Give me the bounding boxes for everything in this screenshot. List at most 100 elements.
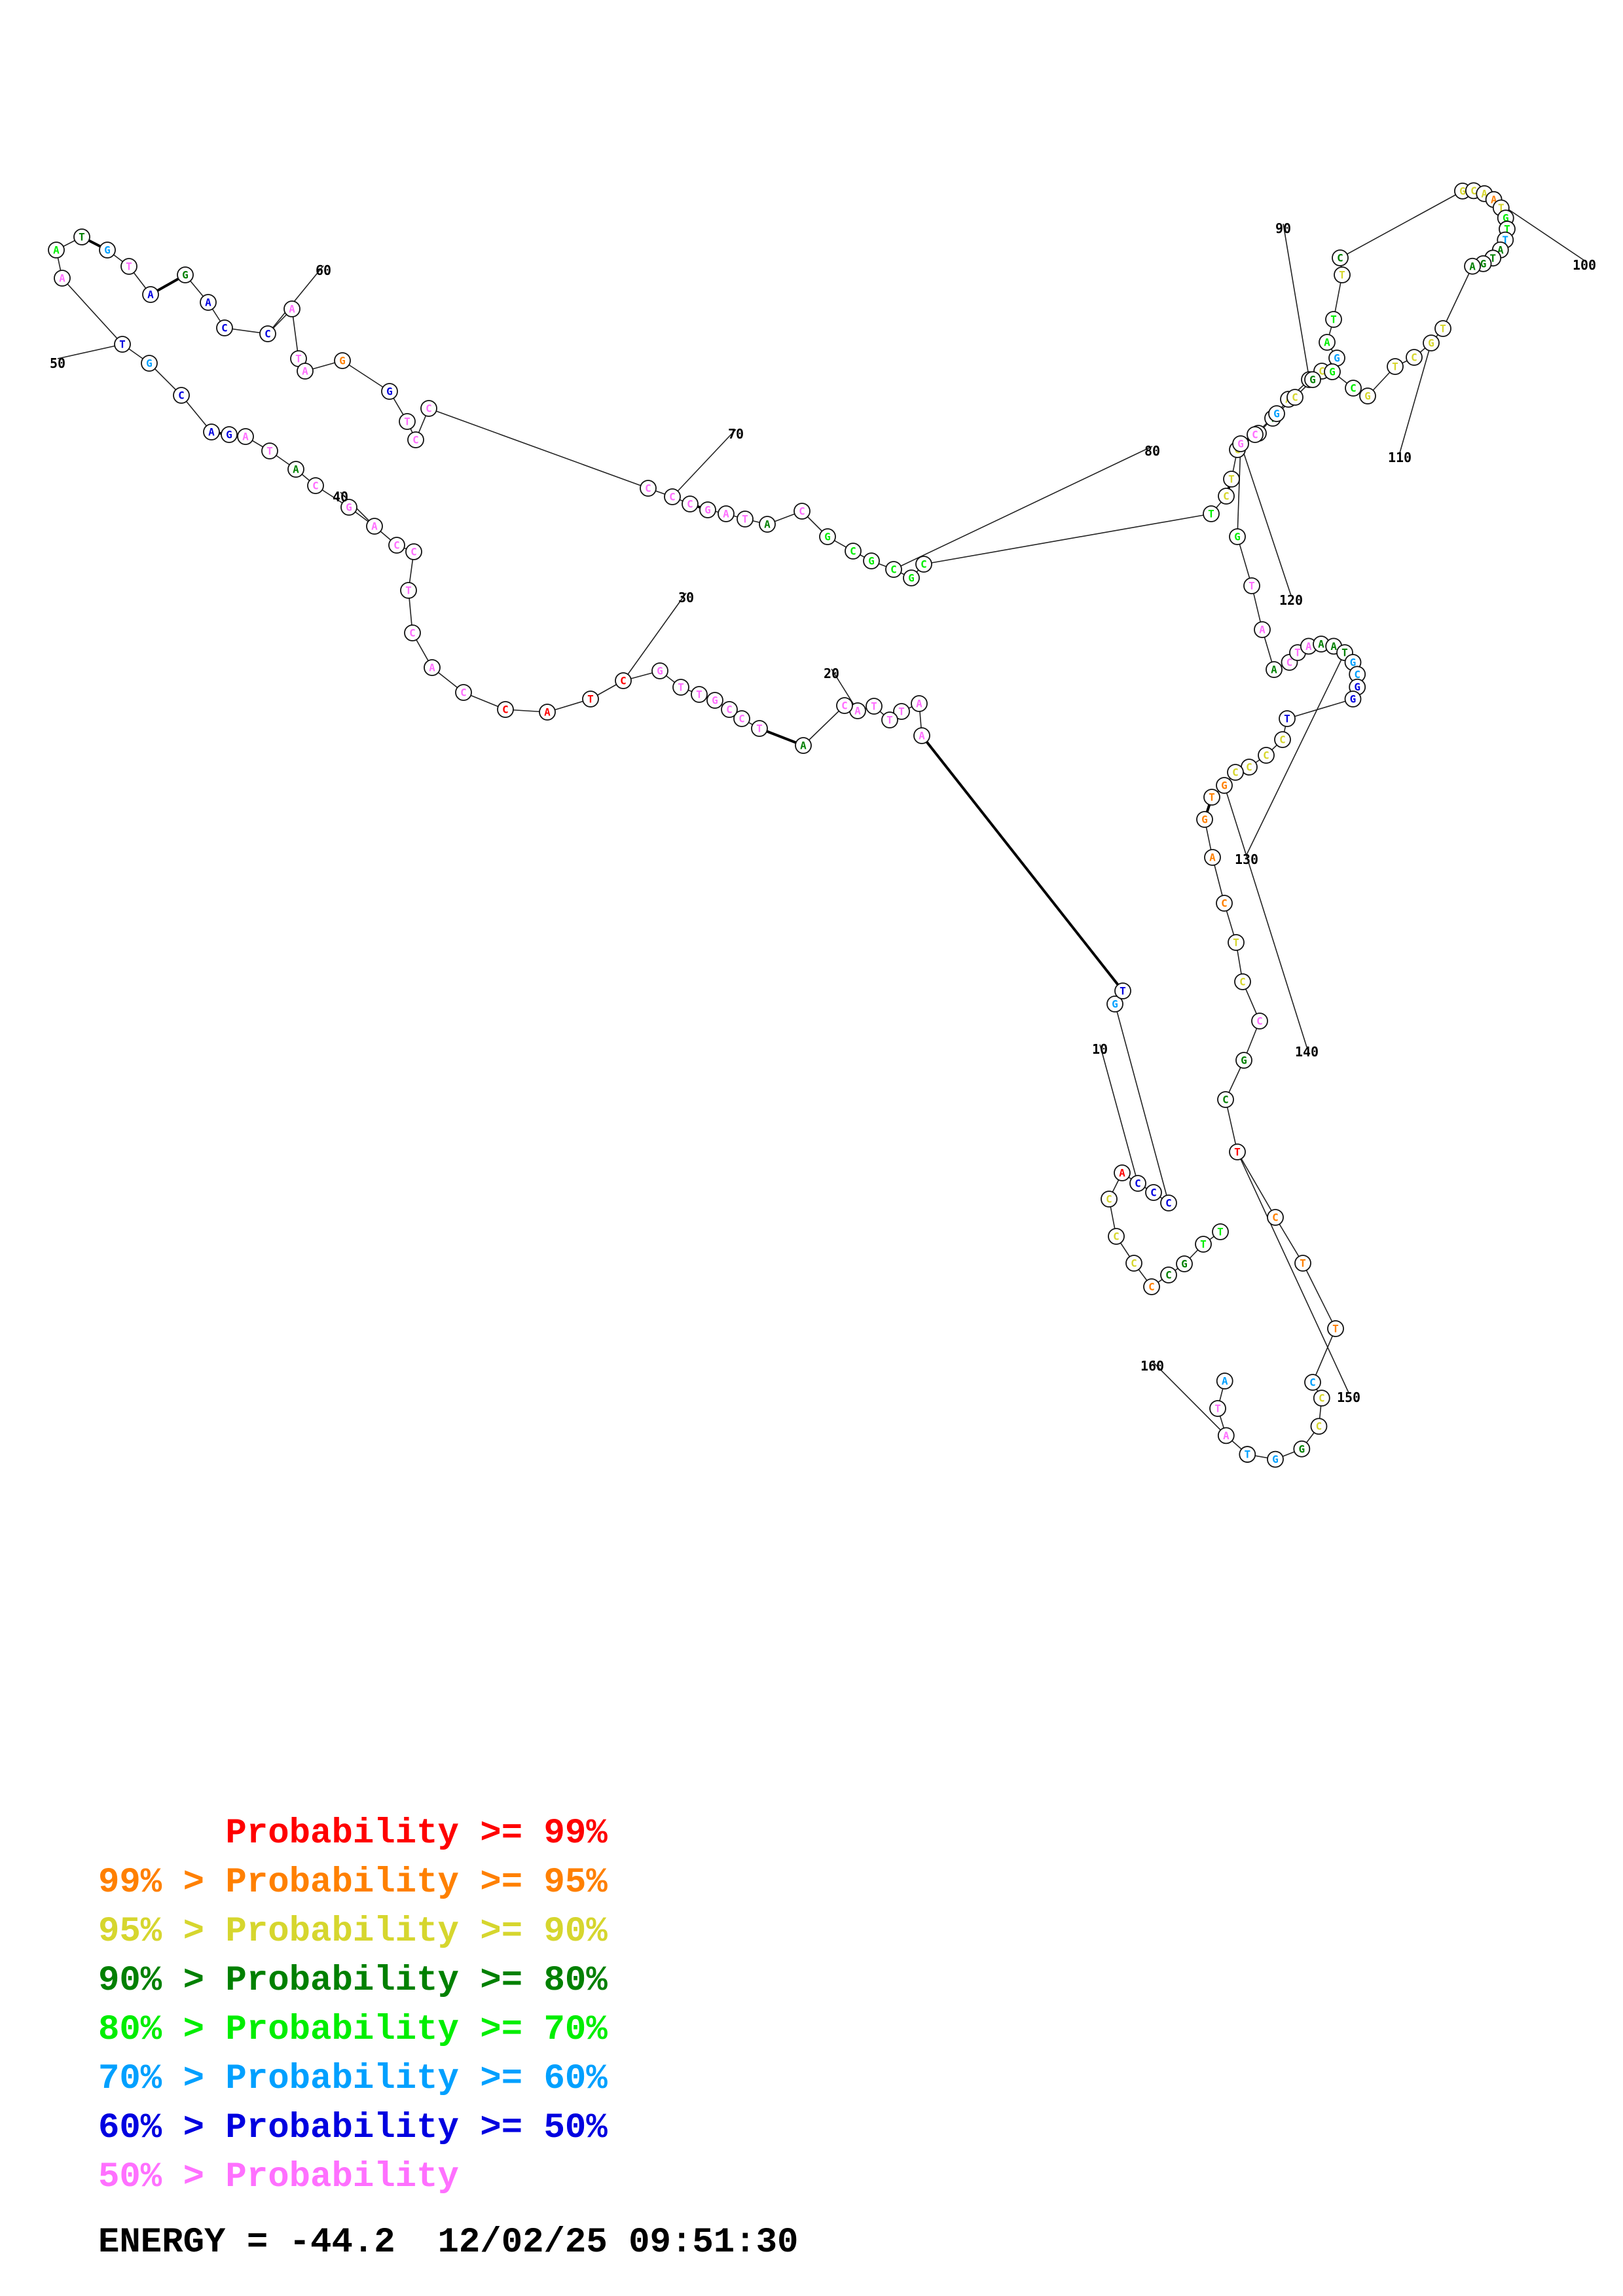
nucleotide-circle: [1218, 488, 1235, 505]
nucleotide-circle: [1251, 1013, 1268, 1030]
nucleotide-letter: C: [412, 434, 419, 446]
nucleotide-letter: T: [1208, 508, 1214, 520]
nucleotide: C: [1274, 731, 1291, 748]
nucleotide-letter: G: [1503, 212, 1509, 224]
nucleotide: T: [737, 511, 754, 528]
position-label: 30: [678, 590, 694, 605]
position-tick: [1152, 1361, 1227, 1436]
nucleotide-letter: T: [404, 416, 410, 428]
position-label: 50: [50, 355, 65, 371]
nucleotide-circle: [1387, 358, 1404, 375]
nucleotide: C: [1234, 973, 1251, 990]
nucleotide-letter: T: [886, 714, 893, 726]
nucleotide-circle: [1327, 1320, 1344, 1337]
nucleotide: G: [334, 352, 351, 369]
nucleotide-letter: C: [1319, 1392, 1325, 1405]
nucleotide: C: [1143, 1278, 1160, 1295]
nucleotide-letter: C: [1246, 761, 1252, 774]
nucleotide: C: [1406, 349, 1423, 366]
nucleotide-circle: [640, 480, 657, 497]
nucleotide-letter: C: [687, 498, 693, 511]
nucleotide: A: [237, 428, 254, 445]
nucleotide-circle: [1304, 1374, 1321, 1391]
nucleotide-circle: [455, 684, 472, 701]
nucleotide-letter: T: [1228, 473, 1235, 486]
nucleotide-letter: A: [242, 431, 249, 443]
nucleotide: C: [1267, 1209, 1284, 1226]
nucleotide: C: [640, 480, 657, 497]
nucleotide-letter: G: [339, 355, 346, 367]
nucleotide-letter: C: [1113, 1230, 1120, 1243]
nucleotide-circle: [863, 552, 880, 569]
nucleotide-letter: A: [59, 272, 65, 285]
nucleotide-circle: [407, 431, 424, 448]
nucleotide: G: [1293, 1440, 1311, 1458]
nucleotide-letter: C: [1309, 1376, 1316, 1389]
nucleotide-circle: [615, 672, 632, 689]
nucleotide-letter: C: [921, 558, 927, 571]
nucleotide-letter: T: [678, 681, 684, 694]
nucleotide: G: [706, 692, 723, 709]
nucleotide-circle: [582, 691, 599, 708]
nucleotide-circle: [1319, 334, 1336, 351]
nucleotide-circle: [881, 711, 898, 728]
nucleotide: T: [1434, 320, 1451, 337]
nucleotide: G: [221, 426, 238, 443]
nucleotide: T: [893, 703, 910, 720]
nucleotide: C: [1108, 1228, 1125, 1245]
nucleotide: C: [1160, 1194, 1177, 1211]
nucleotide: T: [1212, 1223, 1229, 1240]
nucleotide-circle: [287, 461, 304, 478]
nucleotide-circle: [1464, 257, 1481, 275]
nucleotide-letter: C: [426, 403, 432, 415]
nucleotide-letter: C: [1319, 365, 1325, 378]
nucleotide: T: [399, 413, 416, 430]
position-tick: [1240, 443, 1292, 596]
nucleotide-letter: A: [1223, 1429, 1230, 1442]
nucleotide-circle: [793, 503, 811, 520]
nucleotide-letter: T: [1392, 361, 1398, 373]
nucleotide-letter: C: [1223, 490, 1230, 503]
nucleotide-letter: G: [657, 665, 663, 677]
nucleotide-letter: A: [1324, 336, 1330, 349]
nucleotide-circle: [1217, 1091, 1234, 1108]
nucleotide-circle: [759, 516, 776, 533]
nucleotide-circle: [1247, 426, 1264, 443]
nucleotide: A: [1217, 1427, 1235, 1444]
nucleotide: T: [672, 679, 689, 696]
legend-line-7: 60% > Probability >= 50%: [98, 2108, 608, 2148]
nucleotide-letter: C: [502, 704, 509, 716]
nucleotide-circle: [819, 528, 836, 545]
nucleotide: T: [1239, 1446, 1256, 1463]
nucleotide: G: [99, 242, 116, 259]
nucleotide-letter: T: [742, 513, 748, 526]
nucleotide-letter: G: [1428, 337, 1434, 350]
position-tick: [1283, 223, 1310, 380]
nucleotide-circle: [866, 698, 883, 715]
nucleotide-letter: A: [1497, 243, 1504, 256]
nucleotide: G: [1304, 371, 1321, 388]
nucleotide-letter: C: [1279, 734, 1286, 746]
nucleotide-letter: A: [53, 244, 60, 257]
nucleotide-letter: C: [1165, 1269, 1172, 1282]
nucleotide-circle: [1223, 471, 1240, 488]
nucleotide-letter: C: [1350, 382, 1357, 395]
nucleotide-letter: T: [696, 689, 702, 701]
position-tick: [1246, 652, 1345, 855]
nucleotide-circle: [682, 495, 699, 512]
nucleotide-circle: [1176, 1255, 1193, 1272]
nucleotide-letter: A: [1469, 260, 1476, 272]
legend-line-3: 95% > Probability >= 90%: [98, 1912, 608, 1952]
position-tick: [1399, 342, 1432, 454]
position-label: 100: [1573, 257, 1596, 273]
nucleotide-circle: [177, 266, 194, 283]
nucleotide-circle: [1227, 764, 1244, 781]
nucleotide: C: [793, 503, 811, 520]
nucleotide-circle: [141, 355, 158, 372]
nucleotide-letter: T: [1244, 1448, 1250, 1461]
nucleotide-letter: T: [1440, 323, 1446, 335]
position-label: 110: [1388, 450, 1412, 465]
nucleotide: C: [1216, 895, 1233, 912]
nucleotide-circle: [913, 727, 930, 744]
